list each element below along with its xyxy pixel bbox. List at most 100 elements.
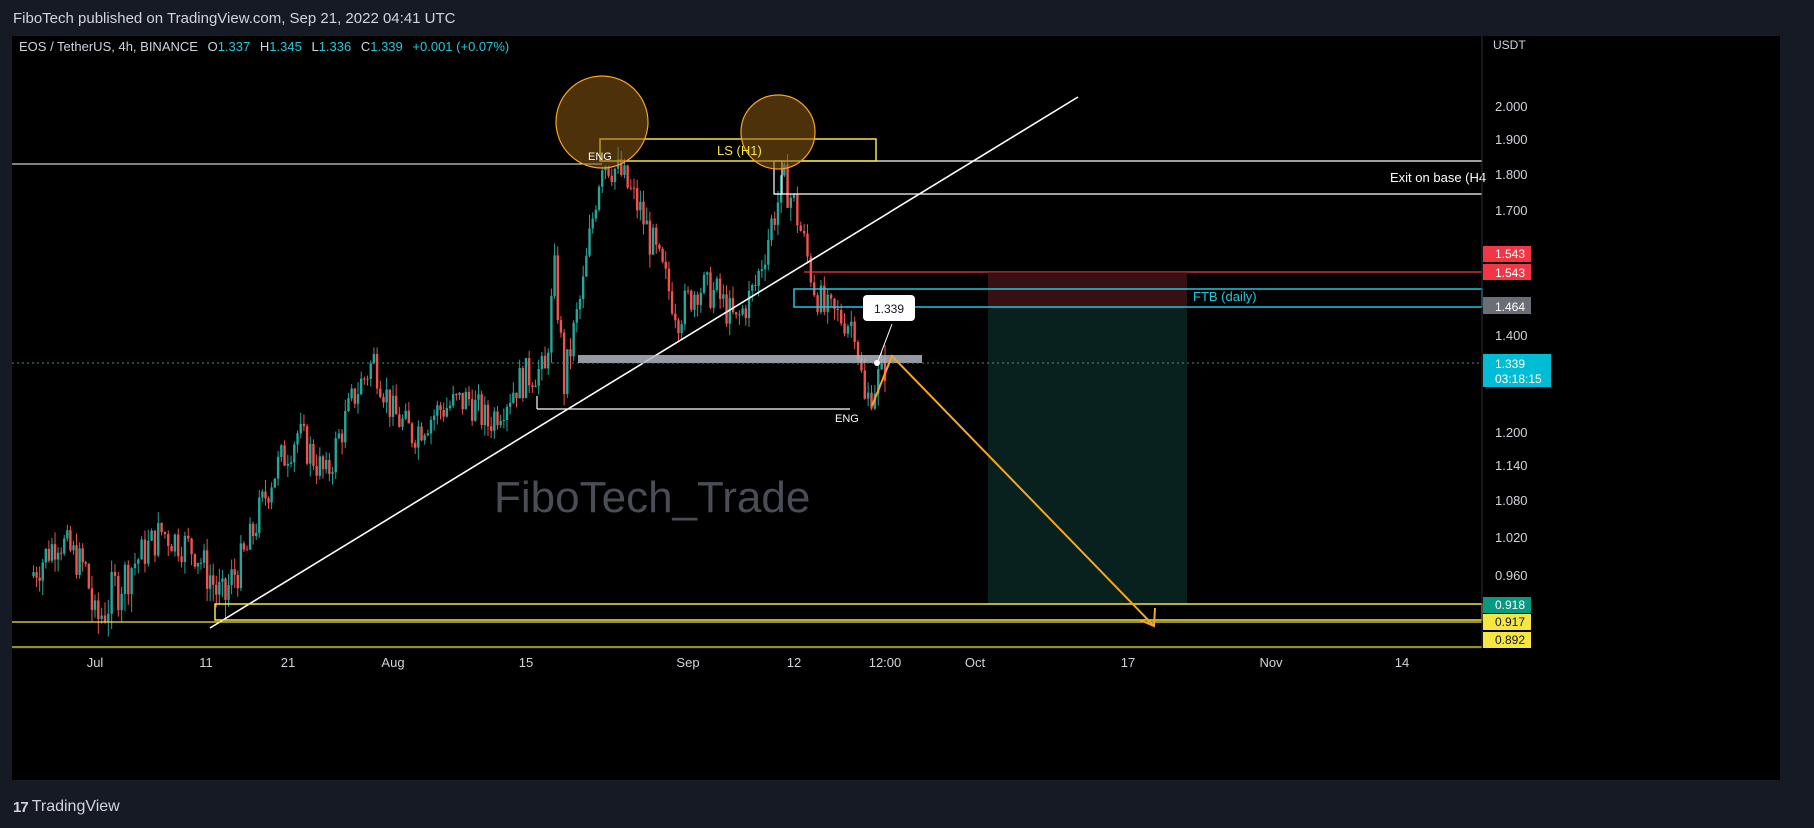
price-scale[interactable]: USDT [1481, 36, 1526, 648]
y-tick-label: 1.700 [1495, 203, 1528, 218]
candle-body [255, 532, 258, 537]
candle-body [315, 465, 318, 476]
y-tick-label: 1.900 [1495, 132, 1528, 147]
candle-body [212, 575, 215, 585]
ls-label: LS (H1) [717, 143, 762, 158]
candle-body [140, 539, 143, 560]
candle-body [518, 368, 521, 399]
candle-body [359, 378, 363, 395]
y-tick-labels: 2.000 1.900 1.800 1.700 1.400 1.200 1.140 1.080… [1495, 99, 1528, 583]
candle-body [664, 261, 667, 269]
candle-body [38, 577, 41, 581]
candle-body [883, 357, 887, 382]
candle-body [505, 406, 509, 421]
candle-body [508, 402, 512, 407]
tradingview-logo[interactable]: 17 TradingView [13, 798, 120, 816]
candle-body [264, 491, 267, 499]
candle-body [639, 201, 642, 211]
candle-body [56, 552, 60, 560]
candle-body [375, 353, 379, 389]
x-tick-label: 15 [519, 655, 533, 670]
publish-header: FiboTech published on TradingView.com, S… [0, 0, 1814, 36]
candle-body [423, 435, 426, 441]
candle-body [757, 270, 760, 286]
footer: 17 TradingView [0, 785, 1814, 828]
candle-body [839, 310, 843, 324]
candle-body [366, 378, 369, 380]
candle-body [147, 540, 150, 564]
candle-body [709, 272, 712, 308]
candle-body [846, 326, 850, 334]
candle-body [642, 201, 645, 225]
candle-body [394, 395, 398, 415]
candle-body [550, 295, 553, 353]
candle-body [792, 194, 796, 198]
candle-body [160, 523, 163, 533]
candle-body [569, 349, 572, 357]
candle-body [236, 574, 239, 589]
candle-body [826, 294, 829, 312]
candle-body [113, 571, 117, 576]
candle-body [693, 294, 696, 310]
candle-body [816, 295, 819, 313]
candle-body [276, 456, 280, 479]
candle-body [153, 530, 157, 556]
candle-body [280, 445, 283, 457]
candle-body [302, 423, 306, 427]
candle-body [747, 290, 751, 319]
candle-body [620, 159, 623, 175]
candle-body [578, 298, 582, 310]
candle-body [575, 309, 579, 323]
candle-body [205, 550, 209, 589]
candle-body [527, 358, 531, 386]
candle-body [242, 543, 246, 550]
candle-body [686, 290, 690, 292]
candle-body [233, 569, 236, 575]
chart-area[interactable]: ENG LS (H1) Exit on base (H4 FTB (daily)… [12, 36, 1780, 780]
candle-body [107, 613, 110, 622]
x-tick-label: 12 [787, 655, 801, 670]
axis-price-labels: 1.543 1.543 1.464 1.339 03:18:15 0.918 0… [1483, 246, 1551, 648]
candle-body [486, 404, 490, 427]
candle-body [809, 256, 813, 283]
candle-body [273, 478, 277, 488]
candle-body [754, 285, 757, 287]
candle-body [90, 588, 94, 610]
candle-body [208, 575, 212, 589]
candle-body [477, 394, 480, 400]
candle-body [293, 444, 296, 463]
candle-body [53, 544, 57, 560]
candle-body [199, 562, 203, 564]
candle-body [157, 523, 160, 556]
candle-body [458, 392, 461, 395]
candle-body [553, 255, 556, 296]
candle-body [610, 175, 613, 182]
candle-body [635, 188, 639, 211]
candle-body [442, 410, 445, 417]
candle-body [559, 320, 563, 333]
price-chart[interactable]: ENG LS (H1) Exit on base (H4 FTB (daily)… [12, 36, 1780, 780]
candle-body [127, 564, 130, 595]
eng-bottom-label: ENG [835, 413, 859, 425]
candle-body [130, 568, 133, 595]
candle-body [35, 572, 38, 578]
candle-body [379, 388, 382, 398]
candle-body [581, 276, 585, 299]
candle-body [823, 285, 826, 312]
candle-body [312, 443, 315, 466]
candle-body [680, 324, 683, 334]
candle-body [597, 186, 601, 210]
candle-body [398, 414, 401, 427]
candle-body [770, 218, 773, 240]
candle-body [283, 445, 286, 466]
support-price-label-1: 0.917 [1495, 615, 1525, 629]
candle-body [429, 419, 433, 434]
candle-body [863, 370, 866, 399]
candle-body [47, 548, 51, 561]
candle-body [674, 313, 677, 321]
candle-body [324, 459, 328, 470]
countdown-label: 03:18:15 [1495, 372, 1542, 386]
candle-body [167, 534, 170, 546]
candle-body [401, 418, 404, 427]
y-tick-label: 1.020 [1495, 530, 1528, 545]
